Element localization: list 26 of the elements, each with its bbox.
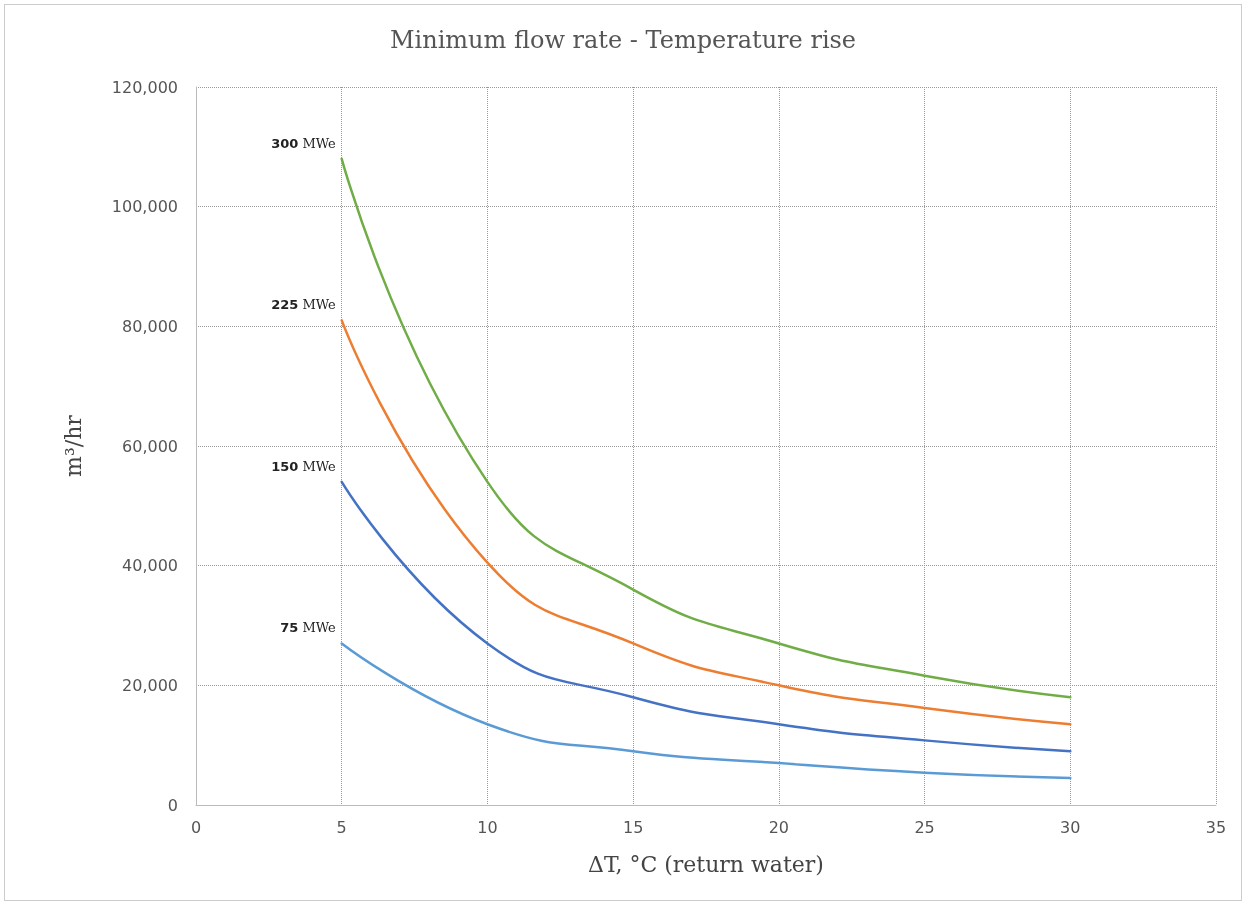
y-tick-label: 20,000 (122, 675, 178, 695)
y-tick-label: 100,000 (111, 197, 178, 217)
series-label: 225 MWe (271, 297, 337, 313)
line-series (340, 642, 1072, 780)
series-label: 300 MWe (271, 135, 337, 151)
y-tick-label: 40,000 (122, 556, 178, 576)
x-tick-label: 5 (336, 817, 347, 837)
x-tick-label: 20 (768, 817, 790, 837)
y-tick-label: 0 (167, 795, 178, 815)
chart-title: Minimum flow rate - Temperature rise (389, 26, 857, 54)
x-tick-label: 30 (1060, 817, 1081, 837)
y-tick-label: 60,000 (122, 436, 178, 456)
x-tick-label: 0 (190, 817, 202, 837)
y-tick-label: 80,000 (122, 316, 178, 336)
x-axis-title: ΔT, °C (return water) (588, 851, 824, 877)
series-label: 150 MWe (271, 458, 337, 474)
line-series (340, 319, 1072, 726)
y-tick-label: 120,000 (111, 77, 178, 97)
x-tick-label: 25 (914, 817, 935, 837)
y-axis-title: m³/hr (60, 414, 86, 477)
line-series (340, 480, 1072, 753)
line-series (340, 157, 1072, 699)
x-tick-label: 15 (622, 817, 644, 837)
x-tick-label: 35 (1205, 817, 1227, 837)
series-label: 75 MWe (280, 620, 337, 636)
x-tick-label: 10 (477, 817, 498, 837)
